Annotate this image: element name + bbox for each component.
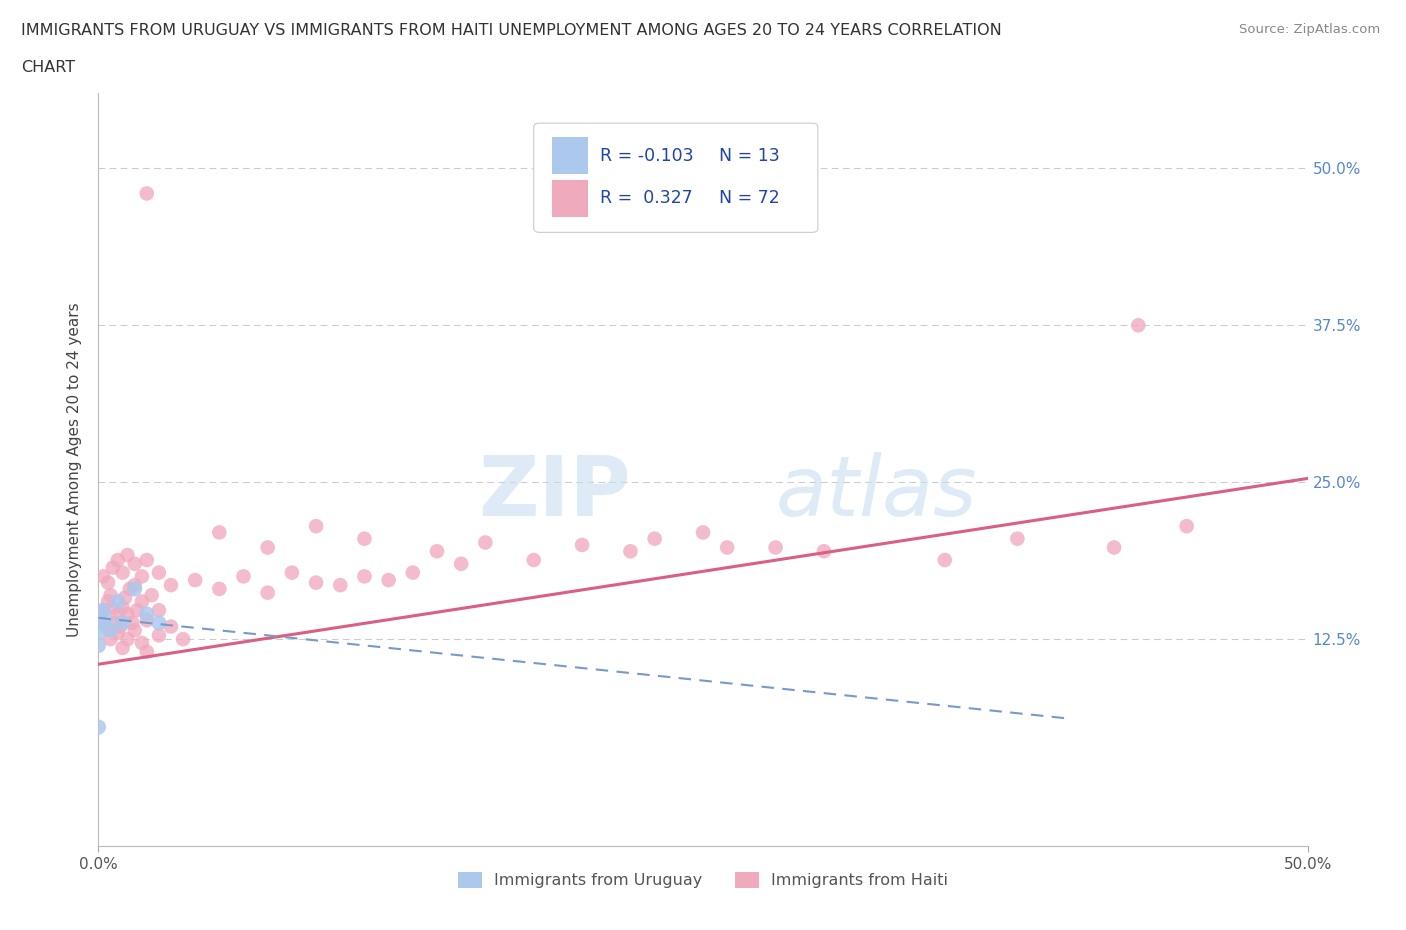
Point bbox=[692, 525, 714, 539]
Point bbox=[124, 623, 146, 638]
Point bbox=[256, 540, 278, 555]
Text: ZIP: ZIP bbox=[478, 452, 630, 533]
FancyBboxPatch shape bbox=[551, 180, 588, 217]
Text: N = 72: N = 72 bbox=[718, 190, 779, 207]
Point bbox=[107, 626, 129, 641]
Point bbox=[97, 594, 120, 609]
Point bbox=[1102, 540, 1125, 555]
Point bbox=[100, 631, 122, 646]
Point bbox=[716, 540, 738, 555]
Point bbox=[124, 556, 146, 571]
Point bbox=[121, 616, 143, 631]
Point bbox=[91, 569, 114, 584]
Point bbox=[124, 581, 146, 596]
Y-axis label: Unemployment Among Ages 20 to 24 years: Unemployment Among Ages 20 to 24 years bbox=[67, 302, 83, 637]
Point bbox=[107, 594, 129, 609]
Point bbox=[117, 631, 139, 646]
Text: atlas: atlas bbox=[776, 452, 977, 533]
Point bbox=[148, 628, 170, 643]
Point bbox=[765, 540, 787, 555]
Point bbox=[100, 588, 122, 603]
Point bbox=[232, 569, 254, 584]
Point bbox=[148, 616, 170, 631]
Point bbox=[94, 619, 117, 634]
Point bbox=[619, 544, 641, 559]
Point bbox=[87, 606, 110, 621]
Point bbox=[127, 603, 149, 618]
Point bbox=[813, 544, 835, 559]
Point bbox=[87, 626, 110, 641]
Point bbox=[135, 644, 157, 659]
Text: Source: ZipAtlas.com: Source: ZipAtlas.com bbox=[1240, 23, 1381, 36]
Point bbox=[148, 565, 170, 580]
Point bbox=[111, 601, 134, 616]
Point bbox=[101, 560, 124, 575]
FancyBboxPatch shape bbox=[534, 123, 818, 232]
Text: R =  0.327: R = 0.327 bbox=[600, 190, 693, 207]
Point bbox=[523, 552, 546, 567]
Point bbox=[107, 606, 129, 621]
Text: R = -0.103: R = -0.103 bbox=[600, 147, 693, 165]
Point bbox=[101, 601, 124, 616]
Point bbox=[87, 616, 110, 631]
Point bbox=[91, 603, 114, 618]
Point bbox=[1175, 519, 1198, 534]
Point bbox=[184, 573, 207, 588]
Point bbox=[131, 635, 153, 650]
Point bbox=[256, 585, 278, 600]
Point bbox=[131, 569, 153, 584]
Point bbox=[87, 610, 110, 625]
Point bbox=[131, 594, 153, 609]
Point bbox=[114, 591, 136, 605]
Point bbox=[281, 565, 304, 580]
Point bbox=[111, 565, 134, 580]
Point bbox=[135, 613, 157, 628]
Point bbox=[148, 603, 170, 618]
Point bbox=[141, 588, 163, 603]
Point bbox=[87, 638, 110, 653]
Point bbox=[1007, 531, 1029, 546]
Point bbox=[208, 525, 231, 539]
Point bbox=[107, 552, 129, 567]
Point bbox=[934, 552, 956, 567]
Text: IMMIGRANTS FROM URUGUAY VS IMMIGRANTS FROM HAITI UNEMPLOYMENT AMONG AGES 20 TO 2: IMMIGRANTS FROM URUGUAY VS IMMIGRANTS FR… bbox=[21, 23, 1002, 38]
Point bbox=[377, 573, 399, 588]
Point bbox=[94, 613, 117, 628]
Point bbox=[474, 535, 496, 550]
Point bbox=[124, 578, 146, 592]
Point bbox=[118, 581, 141, 596]
Point bbox=[100, 623, 122, 638]
Point bbox=[208, 581, 231, 596]
Point bbox=[91, 603, 114, 618]
Point bbox=[87, 720, 110, 735]
Point bbox=[172, 631, 194, 646]
Point bbox=[353, 569, 375, 584]
Point bbox=[111, 641, 134, 656]
Point bbox=[111, 616, 134, 631]
Point bbox=[1128, 318, 1150, 333]
Point bbox=[571, 538, 593, 552]
Legend: Immigrants from Uruguay, Immigrants from Haiti: Immigrants from Uruguay, Immigrants from… bbox=[451, 866, 955, 895]
Point bbox=[117, 548, 139, 563]
Point bbox=[450, 556, 472, 571]
Point bbox=[97, 575, 120, 591]
Point bbox=[135, 606, 157, 621]
Point bbox=[644, 531, 666, 546]
Point bbox=[402, 565, 425, 580]
Point bbox=[426, 544, 449, 559]
FancyBboxPatch shape bbox=[551, 138, 588, 174]
Point bbox=[353, 531, 375, 546]
Point bbox=[135, 552, 157, 567]
Point bbox=[117, 606, 139, 621]
Text: CHART: CHART bbox=[21, 60, 75, 75]
Point bbox=[160, 619, 183, 634]
Point bbox=[160, 578, 183, 592]
Point bbox=[135, 186, 157, 201]
Point bbox=[305, 519, 328, 534]
Text: N = 13: N = 13 bbox=[718, 147, 779, 165]
Point bbox=[108, 619, 131, 634]
Point bbox=[329, 578, 352, 592]
Point bbox=[305, 575, 328, 591]
Point bbox=[104, 616, 127, 631]
